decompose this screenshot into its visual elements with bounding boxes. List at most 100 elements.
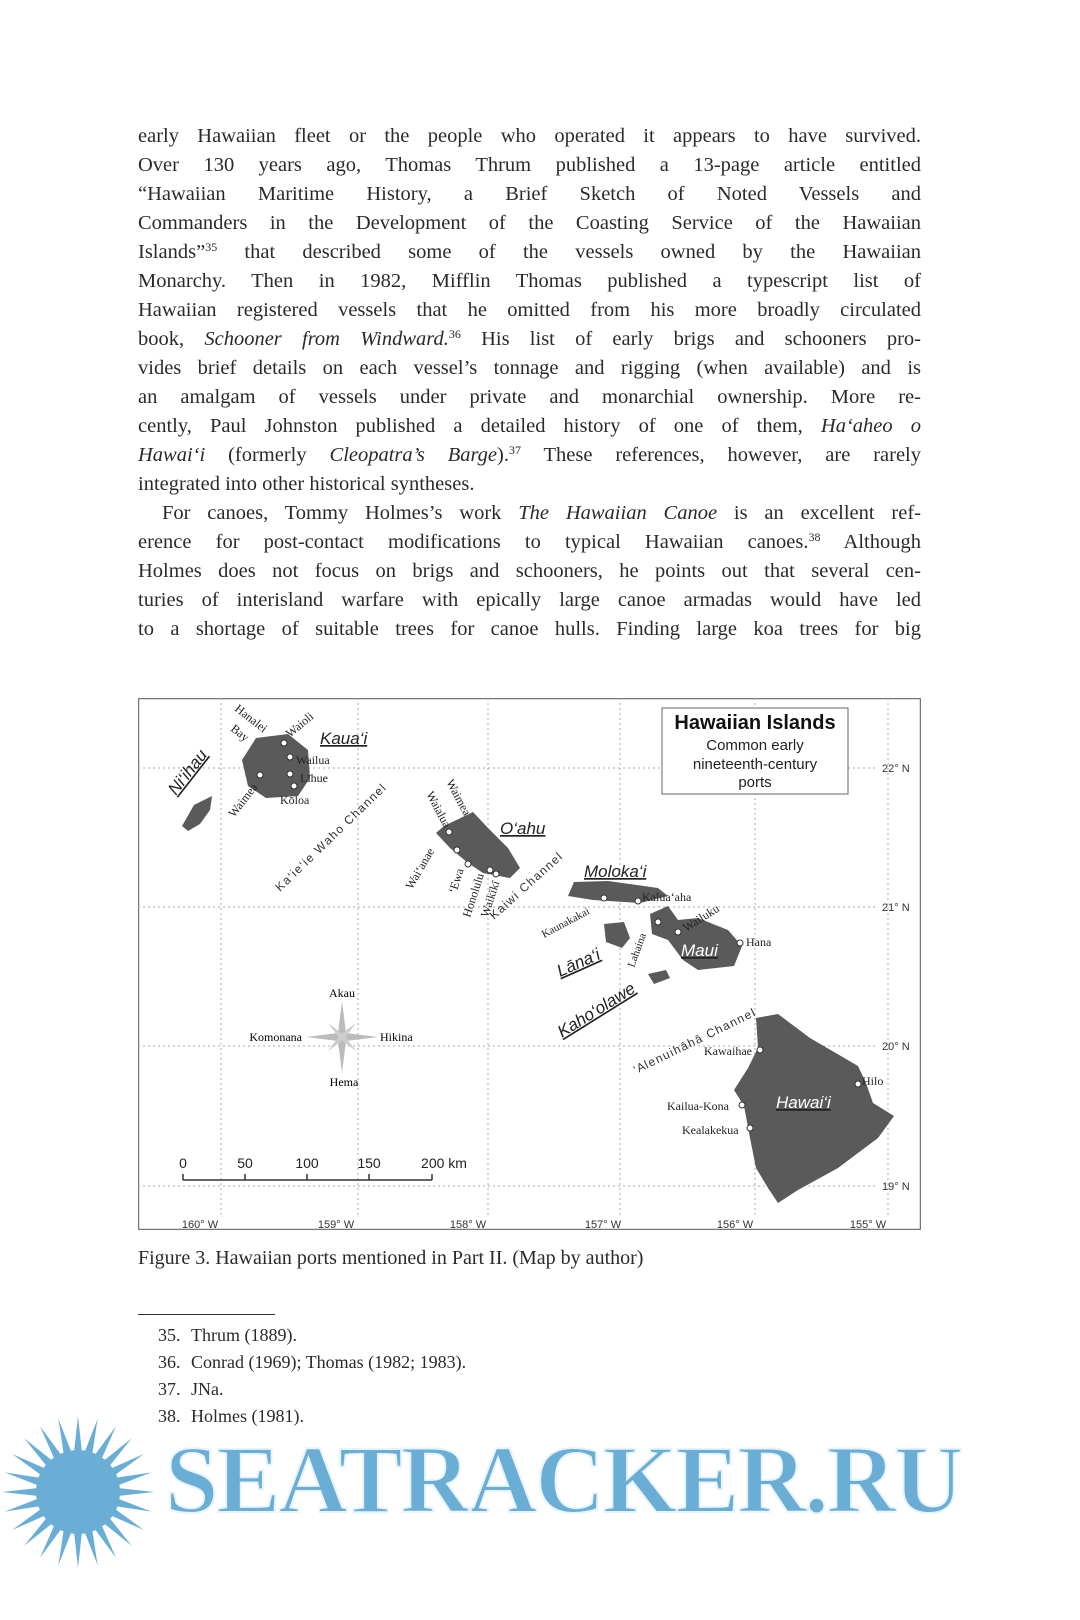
text-run: Islands” (138, 241, 206, 263)
sun-ray (115, 1472, 152, 1486)
text-line: erence for post-contact modifications to… (138, 528, 921, 557)
text-line: to a shortage of suitable trees for cano… (138, 615, 921, 644)
footnote-ref: 38 (808, 530, 821, 544)
sun-ray (12, 1508, 46, 1530)
sun-ray (4, 1498, 41, 1512)
footnote-text: Holmes (1981). (191, 1406, 304, 1426)
island-molokai (568, 881, 668, 903)
sun-ray (110, 1454, 144, 1476)
text-run: is an excellent ref- (717, 502, 921, 524)
scale-tick: 50 (237, 1155, 253, 1171)
sun-ray (58, 1418, 72, 1455)
sun-ray (115, 1498, 152, 1512)
text-run: an amalgam of vessels under private and … (138, 386, 921, 408)
scale-tick: 100 (295, 1155, 319, 1171)
compass-rose-icon (306, 1001, 378, 1073)
text-run: vides brief details on each vessel’s ton… (138, 357, 921, 379)
text-run: Although (820, 531, 921, 553)
sun-ray (110, 1508, 144, 1530)
sun-ray (40, 1426, 62, 1460)
text-line: Over 130 years ago, Thomas Thrum publish… (138, 151, 921, 180)
sun-logo-icon (2, 1416, 154, 1568)
island-kahoolawe (648, 970, 670, 984)
port-label: Kōloa (280, 793, 310, 807)
island-hawaii (734, 1014, 894, 1203)
port-label: Līhue (300, 771, 328, 785)
footnote-text: Conrad (1969); Thomas (1982; 1983). (191, 1352, 467, 1372)
legend-title: Hawaiian Islands (674, 712, 835, 734)
port-label: Kealakekua (682, 1123, 739, 1137)
lon-label: 157° W (585, 1219, 622, 1230)
lat-label: 22° N (882, 763, 910, 775)
footnote-number: 37. (158, 1379, 181, 1399)
text-run: Over 130 years ago, Thomas Thrum publish… (138, 154, 921, 176)
text-line: Hawaiian registered vessels that he omit… (138, 296, 921, 325)
figure-caption: Figure 3. Hawaiian ports mentioned in Pa… (138, 1247, 644, 1269)
scale-tick: 0 (179, 1155, 187, 1171)
compass-north: Akau (329, 986, 355, 1000)
text-run: to a shortage of suitable trees for cano… (138, 618, 921, 640)
lat-label: 19° N (882, 1181, 910, 1193)
scale-tick: 150 (357, 1155, 381, 1171)
text-line: an amalgam of vessels under private and … (138, 383, 921, 412)
text-line: For canoes, Tommy Holmes’s work The Hawa… (138, 499, 921, 528)
sun-ray (74, 1531, 82, 1568)
text-line: turies of interisland warfare with epica… (138, 586, 921, 615)
port-label: Hilo (862, 1074, 883, 1088)
text-run: ). (497, 444, 509, 466)
text-line: book, Schooner from Windward.36 His list… (138, 325, 921, 354)
text-line: Islands”35 that described some of the ve… (138, 238, 921, 267)
text-run: Monarchy. Then in 1982, Mifflin Thomas p… (138, 270, 921, 292)
sun-ray (94, 1524, 116, 1558)
label-maui: Maui (681, 941, 719, 960)
footnote-number: 36. (158, 1352, 181, 1372)
lat-label: 21° N (882, 902, 910, 914)
label-molokai: Moloka‘i (584, 862, 648, 881)
island-lanai (604, 922, 630, 948)
legend-line: nineteenth-century (693, 756, 818, 773)
sun-ray (117, 1488, 154, 1496)
text-line: Holmes does not focus on brigs and schoo… (138, 557, 921, 586)
footnote-ref: 37 (509, 443, 521, 457)
body-text: early Hawaiian fleet or the people who o… (138, 122, 921, 644)
text-run: Commanders in the Development of the Coa… (138, 212, 921, 234)
legend-line: Common early (706, 737, 804, 754)
lon-label: 158° W (450, 1219, 487, 1230)
footnote: 37. JNa. (158, 1379, 224, 1399)
sun-ray (103, 1517, 132, 1546)
sun-ray (74, 1416, 82, 1453)
scale-bar (182, 1174, 433, 1181)
footnote-divider (138, 1314, 275, 1315)
text-run: His list of early brigs and schooners pr… (460, 328, 922, 350)
port-markers (256, 739, 862, 1132)
footnote-ref: 36 (448, 327, 461, 341)
text-line: Hawai‘i (formerly Cleopatra’s Barge).37 … (138, 441, 921, 470)
island-kauai (242, 734, 310, 798)
watermark: SEATRACKER.RU (0, 1416, 1080, 1600)
legend-line: ports (738, 774, 771, 791)
footnote-ref: 35 (205, 240, 218, 254)
footnote-text: Thrum (1889). (191, 1325, 297, 1345)
text-line: integrated into other historical synthes… (138, 470, 921, 499)
text-run: Schooner from Windward. (204, 328, 449, 350)
text-run: For canoes, Tommy Holmes’s work (162, 502, 519, 524)
island-oahu (436, 812, 520, 878)
text-run: turies of interisland warfare with epica… (138, 589, 921, 611)
text-run: cently, Paul Johnston published a detail… (138, 415, 821, 437)
text-line: early Hawaiian fleet or the people who o… (138, 122, 921, 151)
lon-label: 159° W (318, 1219, 355, 1230)
text-run: (formerly (205, 444, 330, 466)
scale-tick: 200 km (421, 1155, 467, 1171)
sun-ray (4, 1472, 41, 1486)
text-run: Holmes does not focus on brigs and schoo… (138, 560, 921, 582)
sun-ray (40, 1524, 62, 1558)
text-run: early Hawaiian fleet or the people who o… (138, 125, 921, 147)
text-line: vides brief details on each vessel’s ton… (138, 354, 921, 383)
text-run: Hawai‘i (138, 444, 206, 466)
text-run: that described some of the vessels owned… (217, 241, 921, 263)
text-run: Hawaiian registered vessels that he omit… (138, 299, 921, 321)
sun-ray (2, 1488, 39, 1496)
port-label: Kailua-Kona (667, 1099, 730, 1113)
text-line: Monarchy. Then in 1982, Mifflin Thomas p… (138, 267, 921, 296)
port-label: Kawaihae (704, 1044, 752, 1058)
